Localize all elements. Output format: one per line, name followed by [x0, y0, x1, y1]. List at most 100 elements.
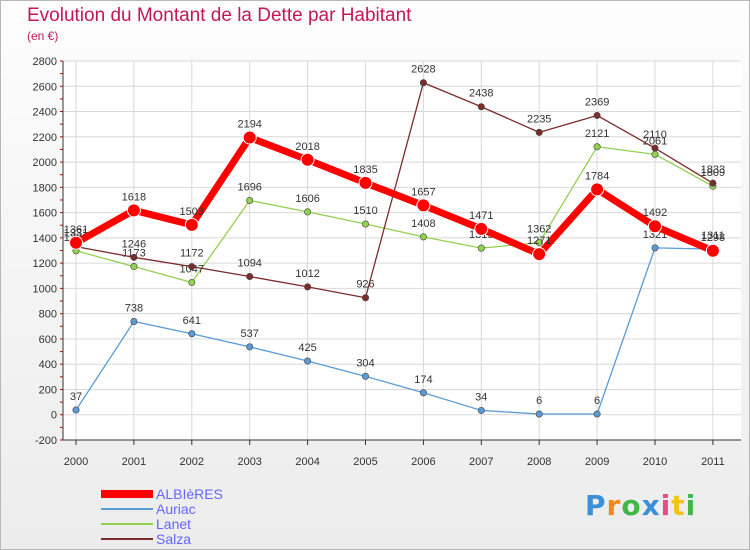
data-point-albi-res [69, 235, 83, 250]
data-label-albi-res: 1492 [643, 207, 667, 219]
data-label-albi-res: 1657 [411, 186, 435, 198]
data-point-salza [304, 283, 312, 291]
data-label-albi-res: 1835 [353, 164, 377, 176]
y-tick-label: 400 [39, 359, 57, 371]
data-label-auriac: 425 [298, 342, 316, 354]
data-point-lanet [361, 220, 369, 228]
data-point-lanet [130, 263, 138, 271]
data-point-albi-res [242, 130, 257, 145]
data-point-lanet [535, 239, 543, 247]
data-point-albi-res [300, 152, 315, 167]
data-label-albi-res: 1361 [64, 224, 88, 236]
data-point-lanet [477, 244, 485, 252]
chart-title: Evolution du Montant de la Dette par Hab… [27, 5, 412, 26]
data-point-salza [361, 294, 369, 302]
data-point-auriac [419, 389, 427, 397]
data-point-salza [419, 79, 427, 87]
data-label-salza: 926 [356, 279, 374, 291]
logo-letter: P [585, 489, 607, 522]
data-label-salza: 2110 [643, 129, 667, 141]
data-point-auriac [535, 410, 543, 418]
y-tick-label: 2400 [33, 107, 57, 119]
data-point-auriac [304, 357, 312, 365]
data-point-albi-res [590, 182, 605, 197]
data-point-lanet [651, 150, 659, 158]
y-tick-label: 1000 [33, 283, 57, 295]
data-label-salza: 1012 [295, 268, 319, 280]
data-point-albi-res [416, 198, 431, 213]
logo-letter: t [671, 489, 686, 522]
data-label-lanet: 1362 [527, 224, 551, 236]
data-point-auriac [593, 410, 601, 418]
logo-letter: o [621, 489, 642, 522]
data-point-albi-res [532, 247, 547, 262]
data-label-salza: 1094 [237, 258, 261, 270]
data-point-auriac [246, 343, 254, 351]
legend-label-auriac: Auriac [156, 501, 196, 517]
x-tick-label: 2006 [411, 456, 435, 468]
x-tick-label: 2005 [353, 456, 377, 468]
data-label-lanet: 1606 [295, 193, 319, 205]
data-label-auriac: 6 [536, 395, 542, 407]
data-point-salza [651, 144, 659, 152]
data-label-albi-res: 2194 [237, 119, 261, 131]
logo-letter: x [641, 489, 661, 522]
data-label-salza: 1172 [180, 248, 204, 260]
y-tick-label: 1200 [33, 258, 57, 270]
data-label-auriac: 641 [183, 315, 201, 327]
data-label-albi-res: 1784 [585, 170, 609, 182]
y-tick-label: 1800 [33, 182, 57, 194]
data-point-albi-res [126, 203, 141, 218]
legend-label-albi-res: ALBIèRES [156, 486, 223, 502]
y-tick-label: 2200 [33, 132, 57, 144]
data-label-lanet: 1696 [237, 181, 261, 193]
y-tick-label: 2800 [33, 56, 57, 68]
data-label-salza: 1246 [122, 238, 146, 250]
data-point-auriac [361, 372, 369, 380]
data-point-lanet [304, 208, 312, 216]
data-point-albi-res [358, 175, 373, 190]
data-point-albi-res [474, 221, 489, 236]
x-tick-label: 2003 [237, 456, 261, 468]
x-tick-label: 2009 [585, 456, 609, 468]
x-tick-label: 2008 [527, 456, 551, 468]
y-tick-label: -200 [35, 435, 57, 447]
data-point-salza [709, 179, 717, 187]
data-point-albi-res [705, 243, 720, 258]
data-point-lanet [246, 196, 254, 204]
chart-subtitle: (en €) [27, 29, 59, 43]
data-label-salza: 2369 [585, 96, 609, 108]
data-label-salza: 2628 [411, 64, 435, 76]
proxiti-logo: Proxiti [585, 489, 696, 522]
data-point-salza [593, 111, 601, 119]
data-label-albi-res: 1271 [527, 235, 551, 247]
data-label-salza: 2235 [527, 113, 551, 125]
logo-letter: r [606, 489, 622, 522]
data-point-albi-res [184, 217, 199, 232]
data-label-auriac: 6 [594, 395, 600, 407]
series-line-albi-res [72, 134, 717, 258]
data-label-auriac: 1311 [701, 230, 725, 242]
data-label-albi-res: 1503 [180, 206, 204, 218]
logo-letter: i [685, 489, 697, 522]
data-label-lanet: 1408 [411, 218, 435, 230]
y-tick-label: 0 [51, 410, 57, 422]
data-label-lanet: 2121 [585, 128, 609, 140]
x-tick-label: 2010 [643, 456, 667, 468]
data-label-auriac: 174 [414, 374, 432, 386]
data-label-lanet: 1809 [701, 167, 725, 179]
y-tick-label: 1600 [33, 208, 57, 220]
data-point-lanet [593, 143, 601, 151]
data-label-lanet: 1173 [122, 248, 146, 260]
data-point-auriac [130, 317, 138, 325]
data-point-salza [246, 273, 254, 281]
legend-label-lanet: Lanet [156, 516, 191, 532]
data-label-albi-res: 1618 [122, 191, 146, 203]
data-label-salza: 2438 [469, 88, 493, 100]
data-point-salza [188, 263, 196, 271]
data-point-lanet [188, 278, 196, 286]
y-tick-label: 600 [39, 334, 57, 346]
x-tick-label: 2001 [122, 456, 146, 468]
